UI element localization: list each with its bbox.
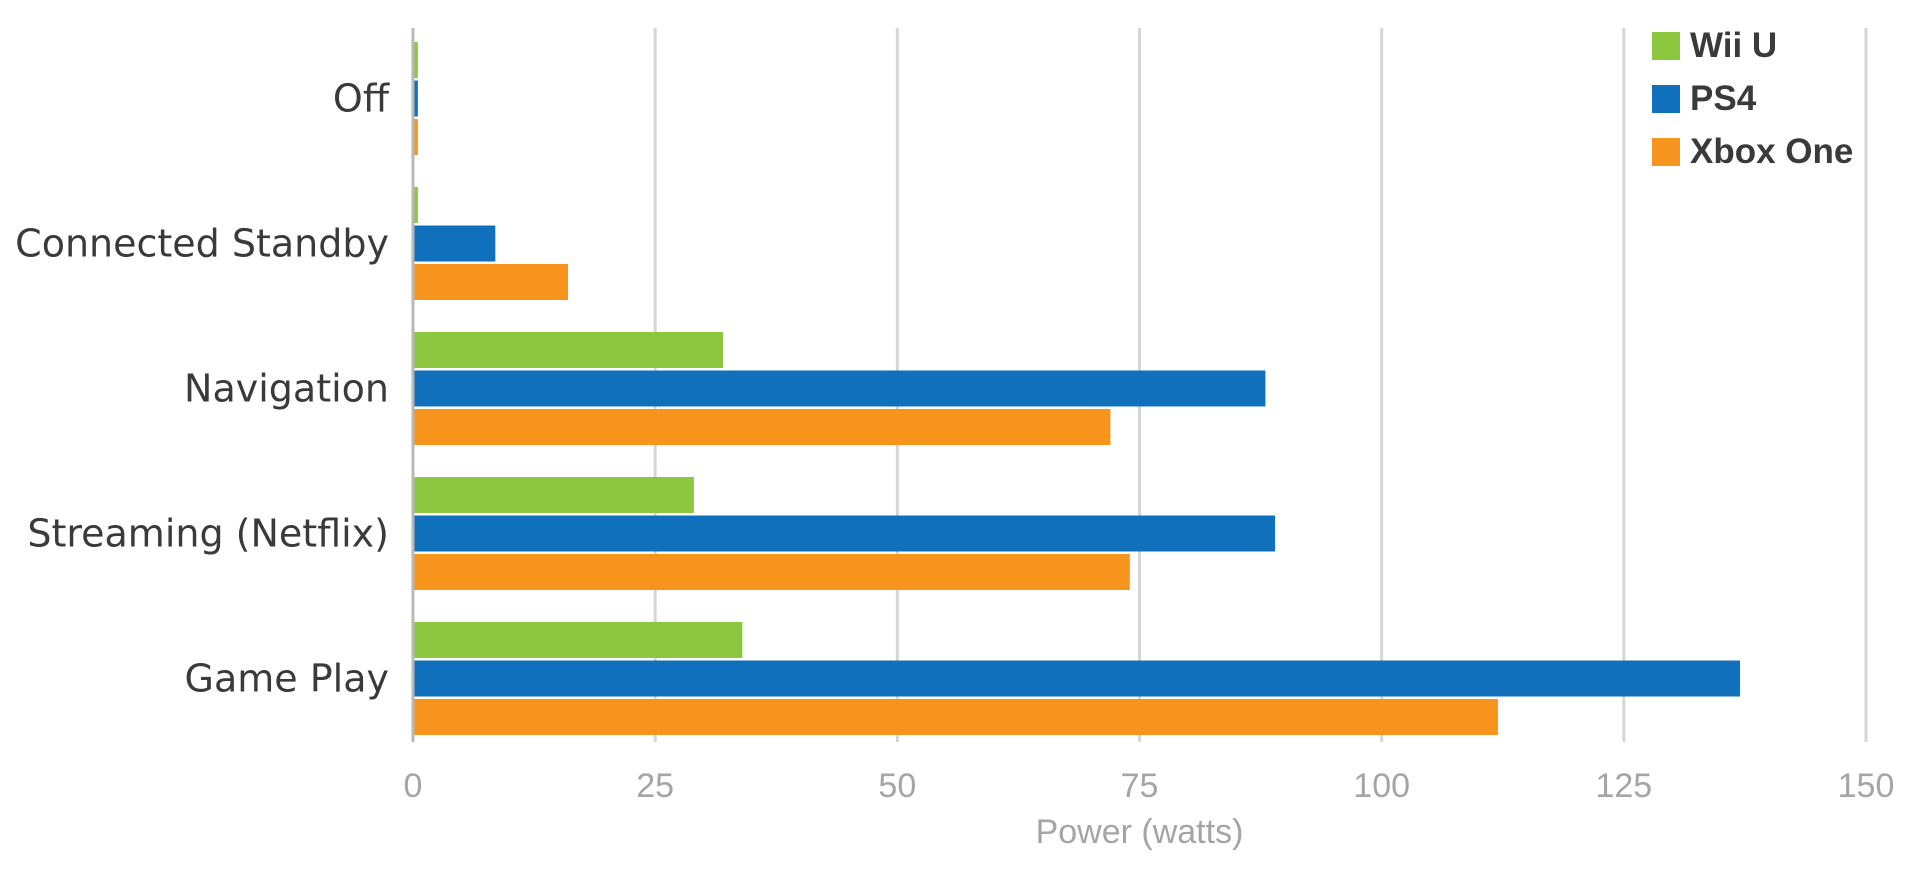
bar-game-play-wii-u [413,622,743,658]
x-tick-label-0: 0 [404,767,423,805]
x-axis-ticks: 0 25 50 75 100 125 150 [404,767,1895,805]
bar-streaming-netflix-ps4 [413,515,1276,552]
bar-off-xbox-one [413,119,418,155]
bars [413,42,1741,735]
x-tick-label-125: 125 [1595,767,1652,805]
legend-swatch-ps4 [1652,85,1680,113]
category-label-navigation: Navigation [184,367,389,411]
bar-off-wii-u [413,42,418,78]
bar-connected-standby-ps4 [413,225,496,262]
category-label-streaming-netflix: Streaming (Netflix) [27,512,389,556]
legend: Wii U PS4 Xbox One [1652,26,1853,171]
legend-label-wii-u: Wii U [1690,26,1777,65]
legend-label-ps4: PS4 [1690,79,1757,118]
legend-label-xbox-one: Xbox One [1690,132,1853,171]
bar-connected-standby-xbox-one [413,264,568,300]
bar-streaming-netflix-wii-u [413,477,694,513]
x-axis-title: Power (watts) [1036,813,1244,851]
bar-game-play-ps4 [413,660,1741,697]
bar-game-play-xbox-one [413,699,1498,735]
x-tick-label-50: 50 [878,767,916,805]
x-tick-label-25: 25 [636,767,674,805]
bar-navigation-wii-u [413,332,723,368]
category-label-game-play: Game Play [185,657,389,701]
legend-swatch-wii-u [1652,32,1680,60]
category-label-connected-standby: Connected Standby [15,222,389,266]
bar-off-ps4 [413,80,418,117]
category-label-off: Off [333,77,390,121]
bar-navigation-ps4 [413,370,1266,407]
legend-swatch-xbox-one [1652,138,1680,166]
x-tick-label-150: 150 [1838,767,1895,805]
bar-streaming-netflix-xbox-one [413,554,1130,590]
x-tick-label-100: 100 [1353,767,1410,805]
x-tick-label-75: 75 [1121,767,1159,805]
bar-navigation-xbox-one [413,409,1111,445]
bar-connected-standby-wii-u [413,187,418,223]
category-labels: Off Connected Standby Navigation Streaming … [15,77,390,701]
